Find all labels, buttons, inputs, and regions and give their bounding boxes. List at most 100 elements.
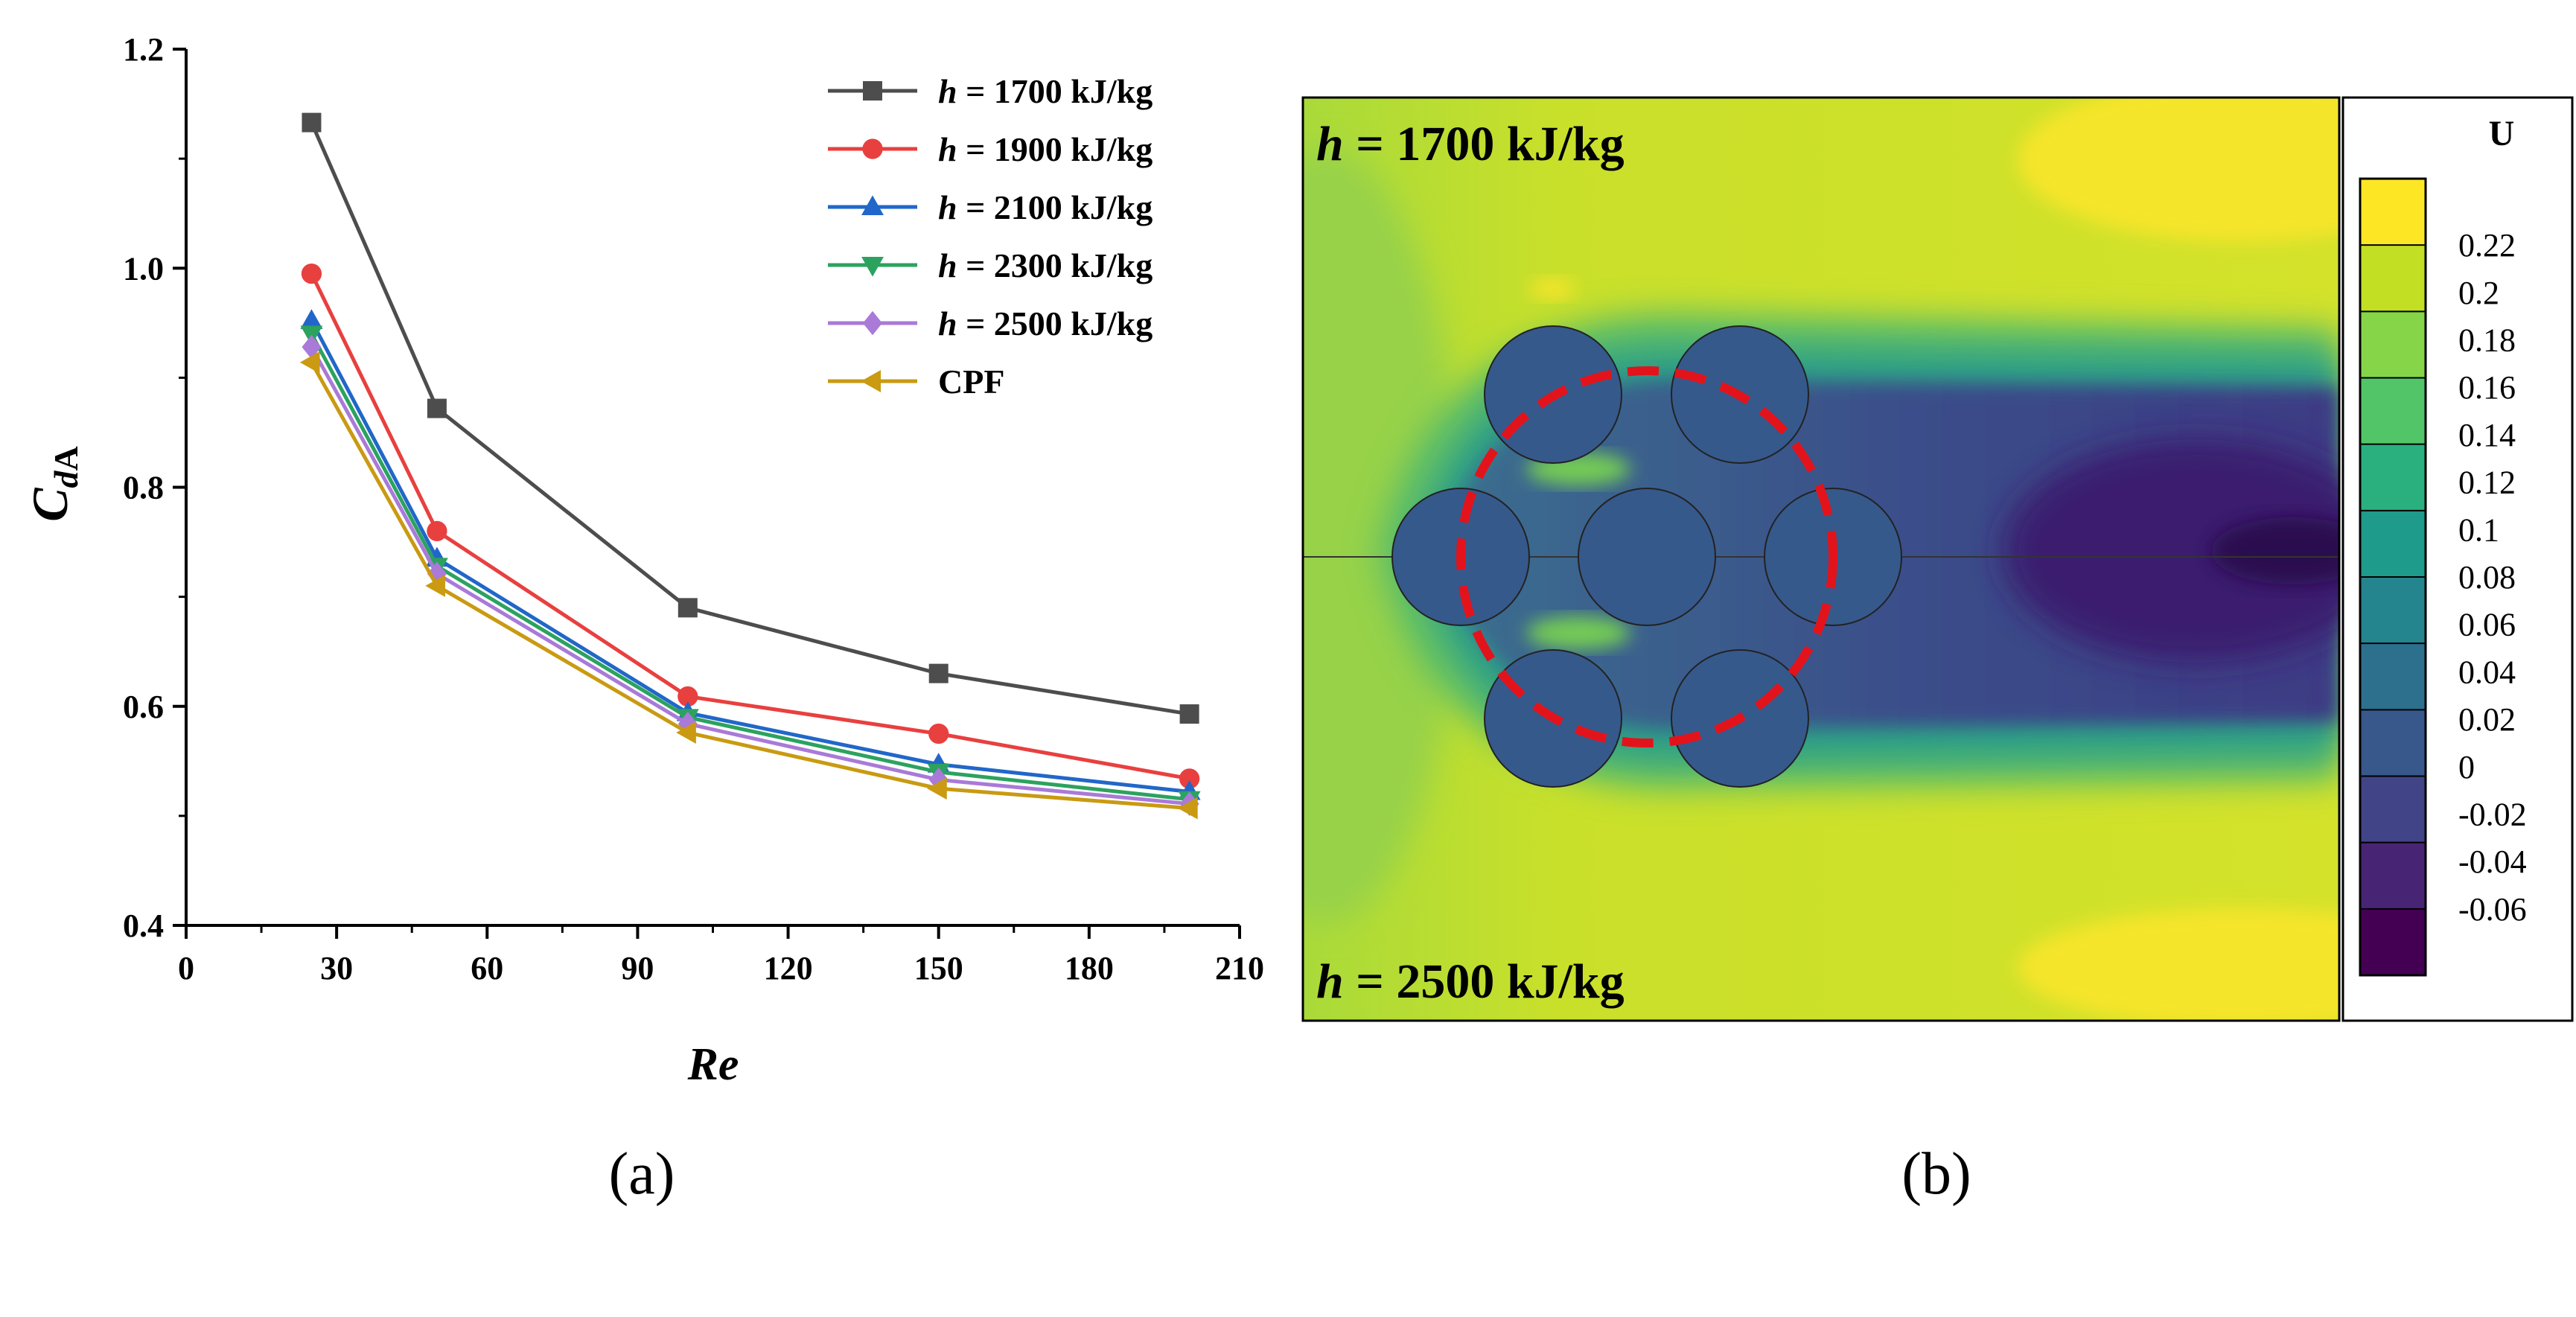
legend-entry: h = 2300 kJ/kg xyxy=(828,246,1152,284)
colorbar-swatch xyxy=(2360,245,2426,312)
y-axis-label: CdA xyxy=(22,446,85,522)
colorbar-tick-label: 0.08 xyxy=(2458,559,2516,596)
series-2 xyxy=(300,309,1201,800)
colorbar-swatch xyxy=(2360,444,2426,511)
contour-bottom-label: h = 2500 kJ/kg xyxy=(1316,954,1625,1009)
colorbar-tick-label: 0.12 xyxy=(2458,465,2516,501)
data-point xyxy=(302,112,322,133)
x-tick-label: 210 xyxy=(1215,950,1264,986)
data-point xyxy=(299,351,320,374)
colorbar-frame xyxy=(2359,177,2427,977)
colorbar-swatch xyxy=(2360,908,2426,976)
legend-entry: h = 1900 kJ/kg xyxy=(828,130,1152,168)
panel-b-label: (b) xyxy=(1901,1141,1971,1207)
x-tick-label: 120 xyxy=(764,950,813,986)
data-point xyxy=(678,686,698,707)
contour-field xyxy=(1303,98,2339,1021)
legend-label: h = 2300 kJ/kg xyxy=(938,246,1152,284)
data-point xyxy=(928,723,949,744)
series-5 xyxy=(299,351,1198,820)
x-tick-label: 90 xyxy=(621,950,654,986)
data-point xyxy=(678,598,698,618)
colorbar-swatch xyxy=(2360,510,2426,578)
contour-top-label: h = 1700 kJ/kg xyxy=(1316,117,1625,171)
legend-label: h = 2500 kJ/kg xyxy=(938,304,1152,342)
colorbar-swatch xyxy=(2360,776,2426,844)
data-point xyxy=(1178,797,1198,820)
legend-entry: CPF xyxy=(828,363,1004,401)
x-tick-label: 150 xyxy=(914,950,963,986)
x-tick-label: 60 xyxy=(471,950,503,986)
x-tick-label: 0 xyxy=(178,950,194,986)
colorbar-swatch xyxy=(2360,577,2426,644)
colorbar-tick-label: -0.06 xyxy=(2458,891,2527,928)
data-point xyxy=(1179,704,1199,724)
data-point xyxy=(676,721,696,744)
colorbar-swatch xyxy=(2360,179,2426,246)
colorbar-swatch xyxy=(2360,643,2426,710)
x-tick-label: 30 xyxy=(320,950,353,986)
legend-marker xyxy=(861,195,884,216)
highlight-circle xyxy=(1456,366,1837,747)
colorbar: 0.22 0.2 0.18 0.16 0.14 0.12 0.1 0.08 0.06 0.04 0.… xyxy=(2359,177,2527,977)
chart-a-ticks: 0 30 60 90 120 150 180 210 0.4 0.6 0.8 1.0 1.2 xyxy=(123,31,1264,986)
y-tick-label: 0.4 xyxy=(123,908,164,944)
series-0 xyxy=(302,112,1199,724)
y-axis-label-sub-italic: d xyxy=(47,470,85,488)
colorbar-tick-label: 0.18 xyxy=(2458,322,2516,359)
x-axis-label: Re xyxy=(687,1039,739,1090)
colorbar-swatch xyxy=(2360,842,2426,910)
colorbar-tick-label: -0.02 xyxy=(2458,796,2527,832)
data-point xyxy=(302,334,322,360)
legend-entry: h = 2100 kJ/kg xyxy=(828,188,1152,226)
colorbar-swatch xyxy=(2360,377,2426,445)
legend-marker xyxy=(862,138,883,159)
legend-label: CPF xyxy=(938,363,1004,401)
legend-marker xyxy=(861,370,881,392)
colorbar-swatch xyxy=(2360,709,2426,777)
colorbar-tick-label: 0.04 xyxy=(2458,654,2516,690)
colorbar-tick-label: 0.16 xyxy=(2458,369,2516,406)
chart-a-series xyxy=(299,112,1201,820)
colorbar-tick-label: 0.06 xyxy=(2458,607,2516,643)
drag-coefficient-line-chart: 0 30 60 90 120 150 180 210 0.4 0.6 0.8 1.0 1.2 Re Cd… xyxy=(22,31,1264,1090)
legend-label: h = 1700 kJ/kg xyxy=(938,72,1152,110)
data-point xyxy=(425,574,445,597)
data-point xyxy=(427,398,447,418)
chart-a-legend: h = 1700 kJ/kg h = 1900 kJ/kg h = 2100 kJ/… xyxy=(828,72,1152,401)
y-axis-label-main: C xyxy=(22,488,78,522)
y-axis-label-sub: A xyxy=(47,446,85,471)
colorbar-tick-label: -0.04 xyxy=(2458,844,2527,880)
colorbar-tick-label: 0.02 xyxy=(2458,701,2516,738)
x-tick-label: 180 xyxy=(1065,950,1114,986)
data-point xyxy=(927,777,947,800)
colorbar-tick-label: 0.1 xyxy=(2458,511,2499,548)
data-point xyxy=(1179,768,1200,789)
legend-entry: h = 1700 kJ/kg xyxy=(828,72,1152,110)
colorbar-tick-label: 0.22 xyxy=(2458,227,2516,264)
panel-a-label: (a) xyxy=(609,1141,675,1207)
colorbar-swatch xyxy=(2360,311,2426,378)
legend-label: h = 1900 kJ/kg xyxy=(938,130,1152,168)
data-point xyxy=(301,263,322,284)
y-tick-label: 1.0 xyxy=(123,250,164,287)
data-point xyxy=(427,520,447,541)
y-tick-label: 1.2 xyxy=(123,31,164,68)
legend-marker xyxy=(861,256,884,277)
data-point xyxy=(928,663,949,683)
colorbar-tick-label: 0.14 xyxy=(2458,417,2516,453)
colorbar-tick-label: 0.2 xyxy=(2458,275,2499,311)
legend-marker xyxy=(863,81,882,101)
legend-label: h = 2100 kJ/kg xyxy=(938,188,1152,226)
colorbar-title: U xyxy=(2489,114,2515,153)
legend-marker xyxy=(863,310,882,336)
velocity-contour-plot: h = 1700 kJ/kg h = 2500 kJ/kg U 0.220.20… xyxy=(1301,96,2574,1022)
series-1 xyxy=(301,263,1200,789)
y-tick-label: 0.8 xyxy=(123,470,164,506)
data-point xyxy=(300,309,323,329)
colorbar-tick-label: 0 xyxy=(2458,749,2475,785)
y-tick-label: 0.6 xyxy=(123,689,164,725)
series-line xyxy=(310,319,1190,794)
legend-entry: h = 2500 kJ/kg xyxy=(828,304,1152,342)
